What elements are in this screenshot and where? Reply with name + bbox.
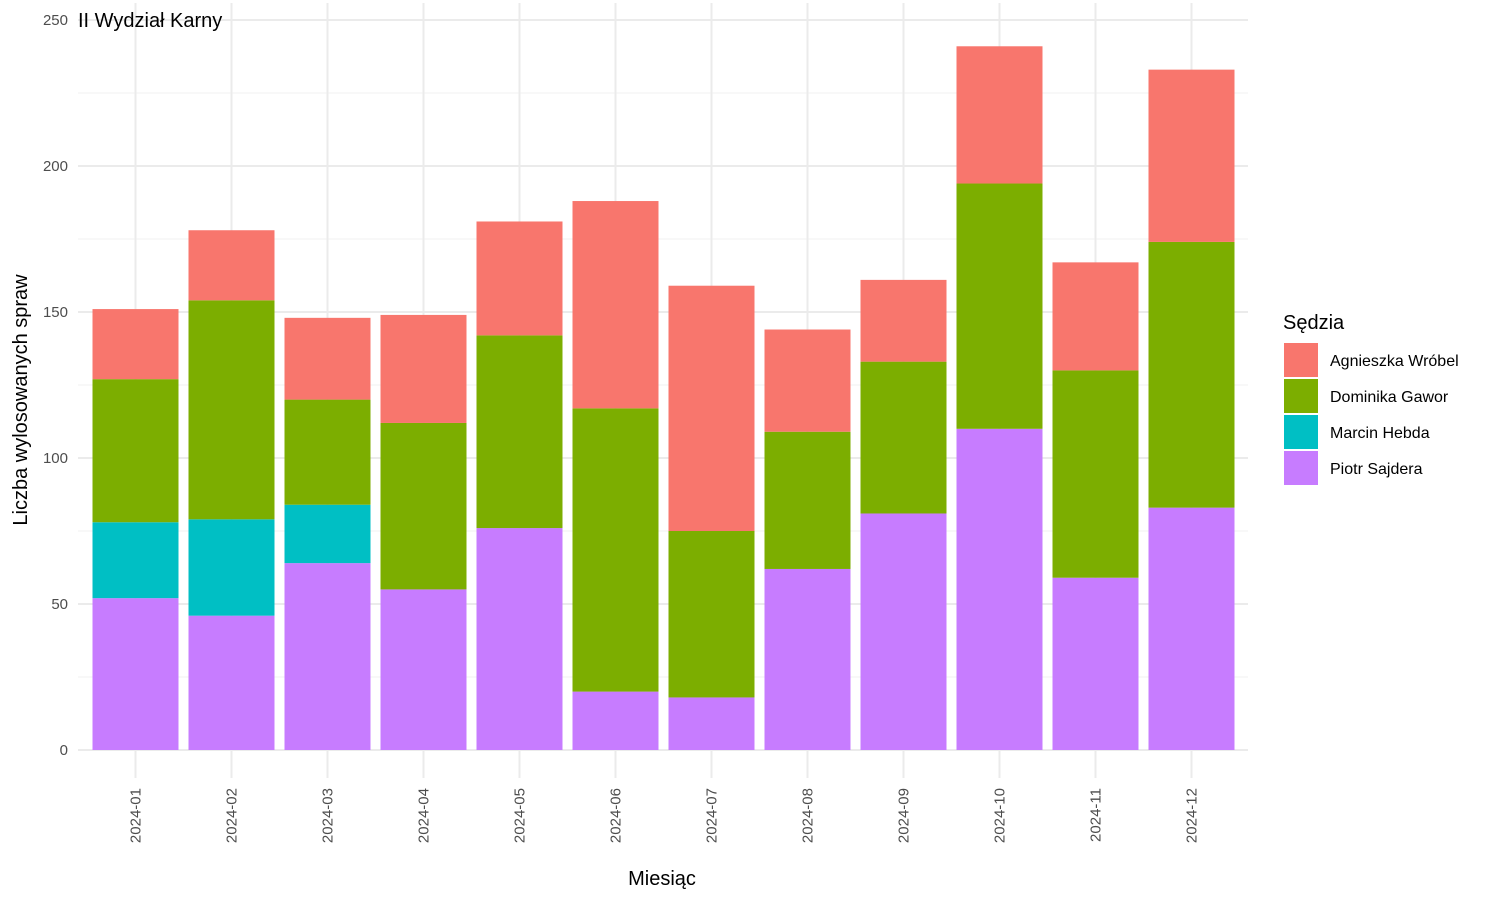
legend-key-dominika-gawor xyxy=(1284,379,1318,413)
x-tick-label: 2024-09 xyxy=(896,788,913,843)
bar-marcin-hebda-2024-03 xyxy=(284,504,371,564)
bar-marcin-hebda-2024-02 xyxy=(188,519,275,616)
bar-dominika-gawor-2024-03 xyxy=(284,399,371,505)
legend-key-piotr-sajdera xyxy=(1284,451,1318,485)
x-tick-label: 2024-12 xyxy=(1184,788,1201,843)
bar-dominika-gawor-2024-11 xyxy=(1052,370,1139,578)
bar-piotr-sajdera-2024-12 xyxy=(1148,507,1235,750)
legend-label-dominika-gawor: Dominika Gawor xyxy=(1330,389,1449,406)
legend-label-piotr-sajdera: Piotr Sajdera xyxy=(1330,461,1423,478)
bar-dominika-gawor-2024-07 xyxy=(668,531,755,698)
bar-agnieszka-wrobel-2024-10 xyxy=(956,46,1043,184)
bar-piotr-sajdera-2024-06 xyxy=(572,691,659,750)
bar-piotr-sajdera-2024-11 xyxy=(1052,577,1139,750)
bar-piotr-sajdera-2024-02 xyxy=(188,615,275,750)
bar-agnieszka-wrobel-2024-06 xyxy=(572,201,659,409)
bar-dominika-gawor-2024-01 xyxy=(92,379,179,523)
y-tick-label: 150 xyxy=(43,304,68,321)
y-tick-label: 100 xyxy=(43,450,68,467)
x-tick-label: 2024-03 xyxy=(320,788,337,843)
bar-piotr-sajdera-2024-09 xyxy=(860,513,947,750)
x-tick-label: 2024-08 xyxy=(800,788,817,843)
x-tick-label: 2024-04 xyxy=(416,788,433,843)
y-tick-label: 200 xyxy=(43,158,68,175)
bars xyxy=(92,46,1235,750)
x-tick-label: 2024-11 xyxy=(1088,788,1105,842)
bar-dominika-gawor-2024-02 xyxy=(188,300,275,520)
y-tick-label: 0 xyxy=(60,742,68,759)
bar-piotr-sajdera-2024-01 xyxy=(92,598,179,750)
bar-piotr-sajdera-2024-10 xyxy=(956,428,1043,750)
x-tick-label: 2024-05 xyxy=(512,788,529,843)
bar-dominika-gawor-2024-12 xyxy=(1148,241,1235,508)
bar-agnieszka-wrobel-2024-02 xyxy=(188,230,275,301)
bar-piotr-sajdera-2024-03 xyxy=(284,563,371,750)
bar-dominika-gawor-2024-06 xyxy=(572,408,659,692)
bar-piotr-sajdera-2024-07 xyxy=(668,697,755,750)
x-tick-label: 2024-07 xyxy=(704,788,721,843)
x-tick-label: 2024-01 xyxy=(128,788,145,843)
legend-title: Sędzia xyxy=(1283,312,1345,334)
x-axis-tick-labels: 2024-01 2024-02 2024-03 2024-04 2024-05 2024-… xyxy=(128,788,1201,843)
bar-dominika-gawor-2024-09 xyxy=(860,361,947,514)
x-tick-label: 2024-06 xyxy=(608,788,625,843)
bar-agnieszka-wrobel-2024-03 xyxy=(284,317,371,400)
bar-piotr-sajdera-2024-04 xyxy=(380,589,467,750)
legend: Sędzia Agnieszka Wróbel Dominika Gawor Mar… xyxy=(1283,312,1459,485)
y-axis-title: Liczba wylosowanych spraw xyxy=(10,274,32,526)
bar-dominika-gawor-2024-08 xyxy=(764,431,851,569)
legend-label-marcin-hebda: Marcin Hebda xyxy=(1330,425,1430,442)
bar-agnieszka-wrobel-2024-11 xyxy=(1052,262,1139,371)
bar-agnieszka-wrobel-2024-12 xyxy=(1148,69,1235,242)
bar-agnieszka-wrobel-2024-07 xyxy=(668,285,755,531)
x-axis-title: Miesiąc xyxy=(628,868,696,890)
x-tick-label: 2024-02 xyxy=(224,788,241,843)
legend-label-agnieszka-wrobel: Agnieszka Wróbel xyxy=(1330,353,1459,370)
bar-agnieszka-wrobel-2024-05 xyxy=(476,221,563,336)
bar-agnieszka-wrobel-2024-08 xyxy=(764,329,851,432)
y-axis-tick-labels: 0 50 100 150 200 250 xyxy=(43,12,68,759)
bar-agnieszka-wrobel-2024-09 xyxy=(860,279,947,362)
bar-piotr-sajdera-2024-08 xyxy=(764,568,851,750)
facet-title: II Wydział Karny xyxy=(78,10,222,32)
bar-dominika-gawor-2024-05 xyxy=(476,335,563,529)
bar-agnieszka-wrobel-2024-04 xyxy=(380,314,467,423)
legend-key-agnieszka-wrobel xyxy=(1284,343,1318,377)
x-tick-label: 2024-10 xyxy=(992,788,1009,843)
y-tick-label: 50 xyxy=(51,596,68,613)
bar-piotr-sajdera-2024-05 xyxy=(476,528,563,750)
legend-key-marcin-hebda xyxy=(1284,415,1318,449)
bar-dominika-gawor-2024-04 xyxy=(380,422,467,590)
bar-dominika-gawor-2024-10 xyxy=(956,183,1043,429)
y-tick-label: 250 xyxy=(43,12,68,29)
bar-agnieszka-wrobel-2024-01 xyxy=(92,309,179,380)
bar-marcin-hebda-2024-01 xyxy=(92,522,179,599)
